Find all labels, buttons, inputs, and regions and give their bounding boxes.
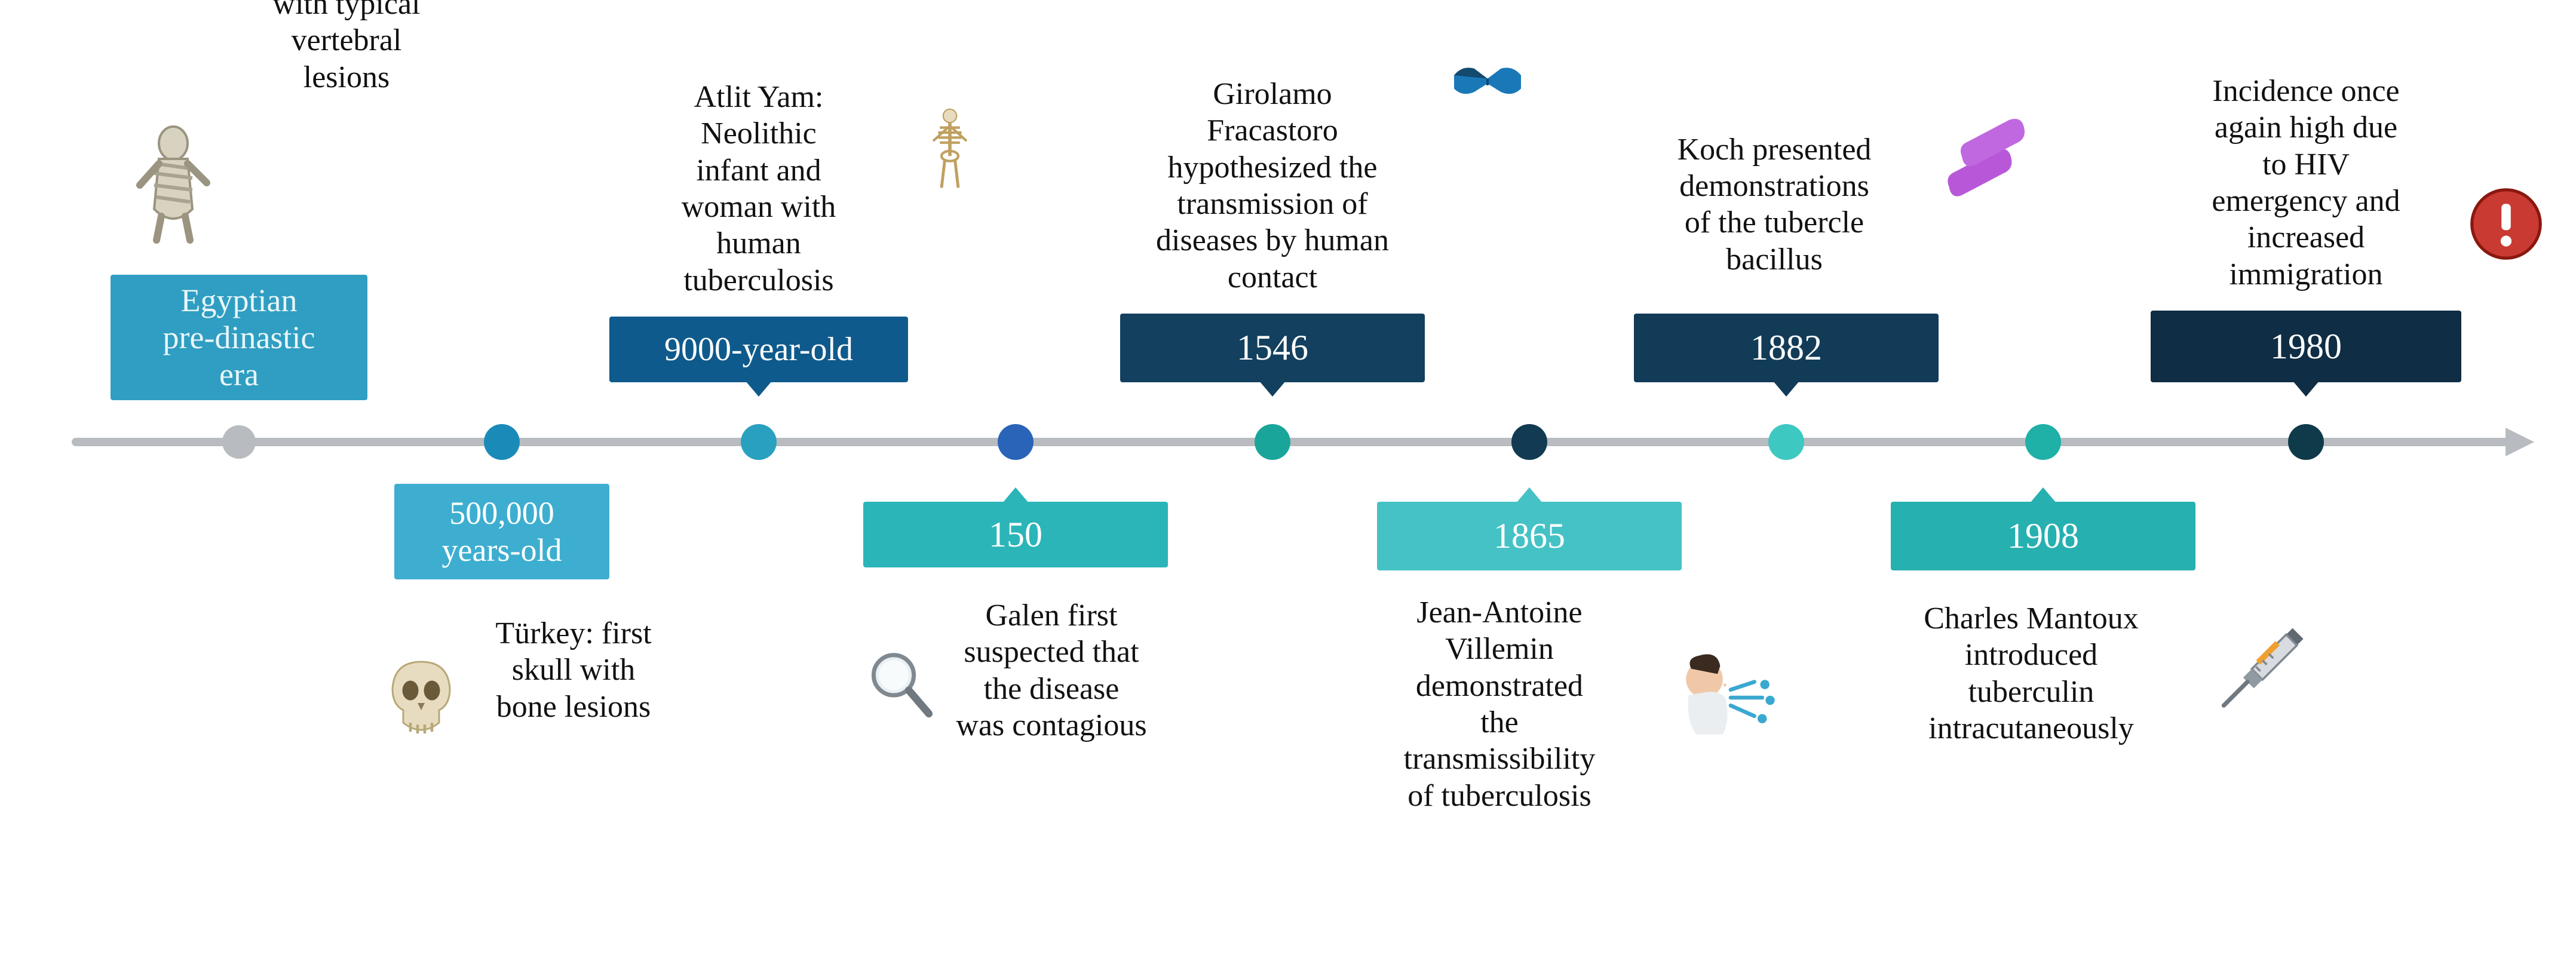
date-label-turkey: 500,000 years-old bbox=[394, 484, 609, 579]
label-pointer-atlit bbox=[746, 381, 772, 397]
timeline-dot-mantoux bbox=[2025, 424, 2061, 460]
timeline-dot-atlit bbox=[741, 424, 777, 460]
event-desc-turkey: Türkey: first skull with bone lesions bbox=[448, 615, 699, 725]
date-label-galen: 150 bbox=[863, 502, 1168, 567]
alert-icon bbox=[2467, 185, 2545, 263]
date-label-hiv: 1980 bbox=[2151, 311, 2461, 382]
timeline-dot-fracastoro bbox=[1255, 424, 1290, 460]
timeline-axis bbox=[72, 438, 2509, 446]
label-pointer-koch bbox=[1773, 381, 1799, 397]
timeline-dot-egypt bbox=[222, 425, 256, 459]
event-desc-egypt: Mummies with typical vertebral lesions bbox=[221, 0, 472, 96]
date-label-villemin: 1865 bbox=[1377, 502, 1682, 570]
label-pointer-villemin bbox=[1516, 487, 1542, 503]
event-desc-mantoux: Charles Mantoux introduced tuberculin in… bbox=[1870, 600, 2192, 747]
bacillus-icon bbox=[1924, 113, 2043, 221]
timeline-dot-villemin bbox=[1511, 424, 1547, 460]
event-desc-hiv: Incidence once again high due to HIV eme… bbox=[2151, 73, 2461, 293]
mummy-icon bbox=[114, 96, 233, 275]
event-desc-atlit: Atlit Yam: Neolithic infant and woman wi… bbox=[633, 79, 884, 299]
syringe-icon bbox=[2198, 615, 2318, 723]
timeline-dot-hiv bbox=[2288, 424, 2324, 460]
date-label-atlit: 9000-year-old bbox=[609, 317, 908, 382]
event-desc-galen: Galen first suspected that the disease w… bbox=[908, 597, 1195, 744]
label-pointer-galen bbox=[1002, 487, 1029, 503]
skull-icon bbox=[370, 651, 472, 741]
timeline-arrow bbox=[2506, 428, 2534, 456]
event-desc-koch: Koch presented demonstrations of the tub… bbox=[1619, 131, 1930, 278]
event-desc-fracastoro: Girolamo Fracastoro hypothesized the tra… bbox=[1105, 76, 1440, 296]
timeline-dot-koch bbox=[1768, 424, 1804, 460]
magnifier-icon bbox=[860, 633, 944, 741]
event-desc-villemin: Jean-Antoine Villemin demonstrated the t… bbox=[1350, 594, 1649, 814]
timeline-dot-galen bbox=[998, 424, 1034, 460]
handshake-icon bbox=[1428, 42, 1547, 125]
timeline-container: Egyptian pre-dinastic era Mummies with ty… bbox=[0, 0, 2576, 970]
date-label-koch: 1882 bbox=[1634, 314, 1939, 382]
date-label-fracastoro: 1546 bbox=[1120, 314, 1425, 382]
label-pointer-fracastoro bbox=[1259, 381, 1286, 397]
date-label-mantoux: 1908 bbox=[1891, 502, 2195, 570]
skeleton-icon bbox=[908, 54, 992, 245]
cough-icon bbox=[1649, 645, 1786, 776]
label-pointer-mantoux bbox=[2030, 487, 2056, 503]
date-label-egypt: Egyptian pre-dinastic era bbox=[111, 275, 367, 400]
label-pointer-hiv bbox=[2293, 381, 2319, 397]
timeline-dot-turkey bbox=[484, 424, 520, 460]
